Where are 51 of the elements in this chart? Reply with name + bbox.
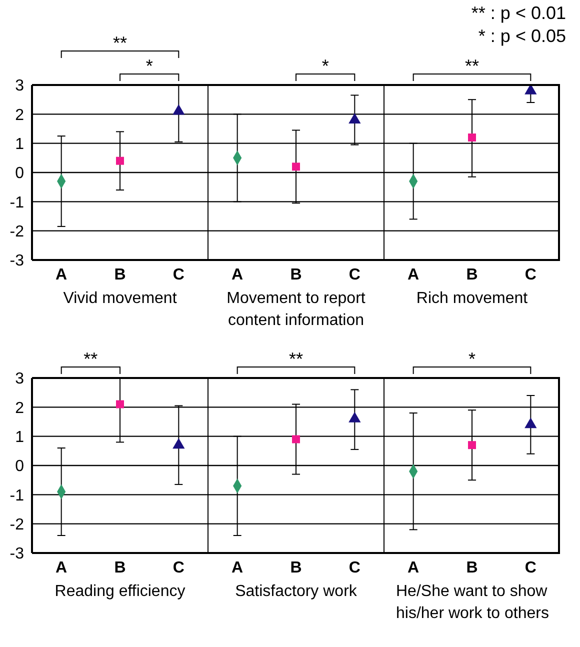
y-tick-label: -2 (10, 224, 24, 241)
text: * (322, 56, 329, 76)
x-tick-label: C (348, 559, 361, 576)
y-tick-label: 3 (15, 78, 24, 95)
x-tick-label: A (232, 559, 244, 576)
text: ** : p < 0.01 (470, 3, 566, 24)
x-tick-label: B (114, 559, 126, 576)
x-tick-label: A (56, 559, 68, 576)
x-axis-title: Vivid movement (62, 289, 178, 309)
y-tick-label: 0 (15, 458, 24, 476)
x-tick-label: C (524, 266, 537, 284)
text: * (468, 349, 476, 369)
y-tick-label: 1 (15, 136, 24, 154)
text: ** (288, 349, 304, 369)
y-tick-label: -3 (10, 546, 24, 563)
y-tick-label: -1 (10, 194, 24, 212)
point (116, 400, 124, 408)
x-tick-label: A (408, 559, 420, 576)
x-axis-title: Satisfactory work (234, 582, 358, 602)
x-tick-label: C (348, 266, 361, 284)
point (172, 438, 185, 449)
x-axis-title: Rich movement (415, 289, 529, 309)
x-tick-label: B (290, 266, 302, 284)
text: * : p < 0.05 (477, 26, 566, 47)
y-tick-label: -3 (10, 252, 24, 270)
x-tick-label: C (524, 559, 537, 576)
x-axis-title: Reading efficiency (54, 582, 186, 602)
x-axis-title: Movement to report content information (226, 289, 366, 331)
y-tick-label: 2 (15, 400, 24, 417)
y-tick-label: 3 (15, 370, 24, 388)
x-tick-label: C (172, 266, 185, 284)
y-tick-label: 2 (15, 106, 24, 124)
point (172, 104, 185, 115)
y-tick-label: 1 (15, 429, 24, 446)
x-axis-title: He/She want to show his/her work to others (395, 582, 550, 624)
x-tick-label: A (408, 266, 420, 284)
point (116, 156, 124, 165)
x-tick-label: B (466, 559, 478, 576)
text: ** (112, 33, 128, 53)
y-tick-label: -1 (10, 487, 24, 504)
y-tick-label: -2 (10, 516, 24, 534)
text: * (146, 56, 153, 76)
x-tick-label: A (56, 266, 68, 284)
x-tick-label: B (290, 559, 302, 576)
x-tick-label: B (114, 266, 126, 284)
y-tick-label: 0 (15, 165, 24, 182)
x-tick-label: A (232, 266, 244, 284)
x-tick-label: C (172, 559, 185, 576)
text: ** (84, 349, 98, 369)
x-tick-label: B (466, 266, 478, 284)
text: ** (464, 56, 480, 76)
